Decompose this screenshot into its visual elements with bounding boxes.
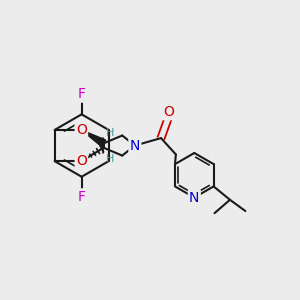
Polygon shape bbox=[81, 130, 106, 147]
Text: N: N bbox=[130, 139, 140, 152]
Text: O: O bbox=[163, 105, 174, 119]
Text: O: O bbox=[76, 154, 87, 168]
Text: F: F bbox=[78, 87, 86, 101]
Text: O: O bbox=[76, 123, 87, 137]
Text: N: N bbox=[189, 190, 200, 205]
Text: F: F bbox=[78, 190, 86, 204]
Text: H: H bbox=[106, 128, 114, 138]
Text: H: H bbox=[106, 154, 114, 164]
